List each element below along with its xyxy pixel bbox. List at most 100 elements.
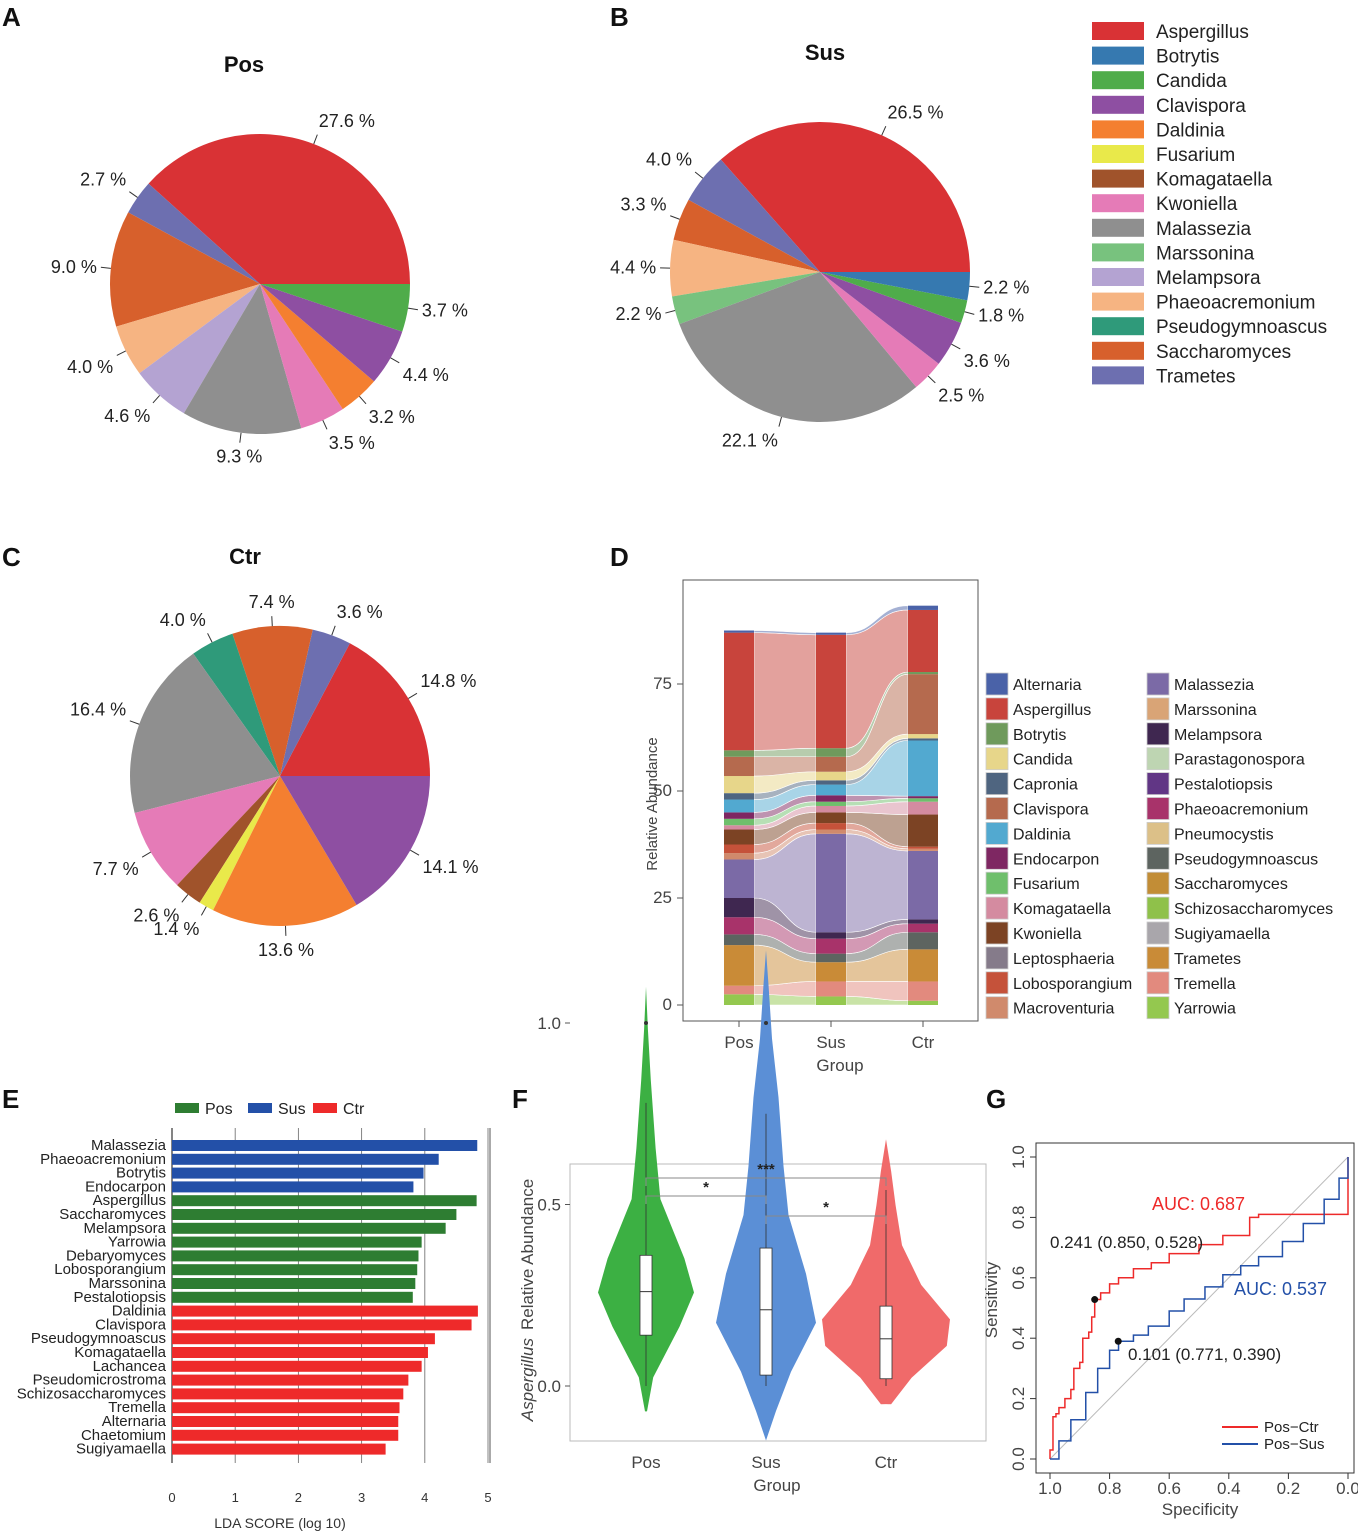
alluvial-stratum-fusarium: [908, 798, 938, 802]
alluvial-legend-swatch-malassezia: [1146, 672, 1170, 696]
pie-leader-line: [129, 191, 138, 198]
alluvial-stratum-kwoniella: [724, 829, 754, 845]
panel-letter-f: F: [512, 1084, 528, 1114]
pie-leader-line: [313, 134, 318, 145]
alluvial-legend-swatch-clavispora: [985, 797, 1009, 820]
pie-slice-trametes: [280, 629, 350, 776]
lefse-bar-label-alternaria: Alternaria: [102, 1413, 167, 1430]
roc-ytick-label: 0.6: [1009, 1266, 1028, 1290]
alluvial-stratum-candida: [816, 771, 846, 781]
pie-leader-line: [271, 616, 273, 627]
roc-xtick-label: 0.0: [1336, 1479, 1358, 1498]
pie-leader-line: [239, 432, 242, 443]
pie-label-saccharomyces: 9.0 %: [51, 257, 97, 277]
lefse-xtick-label: 4: [421, 1490, 428, 1505]
pie-legend-label-trametes: Trametes: [1156, 366, 1236, 387]
alluvial-legend-swatch-phaeoacremonium: [1146, 797, 1170, 820]
pie-legend-label-botrytis: Botrytis: [1156, 47, 1219, 68]
alluvial-stratum-candida: [908, 734, 938, 739]
alluvial-stratum-clavispora: [816, 756, 846, 772]
lefse-bar-endocarpon: [172, 1181, 414, 1193]
alluvial-stratum-aspergillus: [724, 632, 754, 751]
alluvial-stratum-malassezia: [816, 833, 846, 933]
pie-legend-swatch-phaeoacremonium: [1092, 292, 1144, 311]
pie-legend-label-kwoniella: Kwoniella: [1156, 194, 1238, 215]
lefse-bar-pestalotiopsis: [172, 1291, 413, 1303]
violin-ylabel-taxon: Aspergillus: [518, 1338, 537, 1423]
pie-leader-line: [200, 906, 207, 916]
lefse-legend-swatch-ctr: [313, 1103, 337, 1113]
lefse-bar-label-botrytis: Botrytis: [116, 1165, 166, 1182]
alluvial-legend-swatch-schizosaccharomyces: [1146, 896, 1170, 920]
pie-legend-label-melampsora: Melampsora: [1156, 268, 1261, 289]
lefse-bar-chaetomium: [172, 1429, 399, 1441]
alluvial-stratum-phaeoacremonium: [724, 917, 754, 935]
lefse-bar-label-clavispora: Clavispora: [95, 1316, 167, 1333]
alluvial-legend-label-tremella: Tremella: [1174, 976, 1236, 993]
alluvial-stratum-clavispora: [724, 756, 754, 777]
alluvial-stratum-capronia: [908, 738, 938, 741]
alluvial-legend-swatch-kwoniella: [985, 921, 1009, 945]
lefse-bar-label-schizosaccharomyces: Schizosaccharomyces: [17, 1385, 166, 1402]
alluvial-stratum-komagataella: [724, 825, 754, 830]
pie-slice-daldinia: [213, 776, 357, 927]
lefse-bar-label-pestalotiopsis: Pestalotiopsis: [73, 1289, 166, 1306]
pie-slice-pseudogymnoascus: [193, 633, 280, 776]
alluvial-stratum-botrytis: [908, 672, 938, 675]
panel-letter-c: C: [2, 542, 21, 572]
pie-legend-swatch-komagataella: [1092, 169, 1144, 188]
lefse-bar-melampsora: [172, 1222, 446, 1234]
alluvial-legend-label-botrytis: Botrytis: [1013, 727, 1066, 744]
alluvial-legend-label-candida: Candida: [1013, 752, 1073, 769]
alluvial-legend-label-pestalotiopsis: Pestalotiopsis: [1174, 777, 1273, 794]
alluvial-ylabel: Relative Abundance: [644, 737, 661, 870]
alluvial-legend-swatch-daldinia: [985, 822, 1009, 845]
alluvial-legend: Alternaria Aspergillus Botrytis Candida Capr…: [985, 672, 1333, 1020]
alluvial-stratum-lobosporangium: [724, 844, 754, 854]
alluvial-stratum-malassezia: [724, 859, 754, 898]
pie-slice-malassezia: [130, 653, 280, 814]
alluvial-stratum-lobosporangium: [816, 823, 846, 830]
alluvial-stratum-macroventuria: [816, 829, 846, 834]
alluvial-stratum-fusarium: [724, 818, 754, 826]
alluvial-stratum-macroventuria: [724, 853, 754, 860]
alluvial-legend-label-lobosporangium: Lobosporangium: [1013, 976, 1132, 993]
alluvial-legend-label-alternaria: Alternaria: [1013, 677, 1082, 694]
pie-legend-swatch-trametes: [1092, 366, 1144, 385]
pie-legend-swatch-melampsora: [1092, 268, 1144, 286]
pie-leader-line: [116, 350, 126, 356]
alluvial-stratum-endocarpon: [816, 795, 846, 802]
lefse-bar-lachancea: [172, 1360, 422, 1372]
roc-xtick-label: 0.8: [1098, 1479, 1122, 1498]
alluvial-stratum-macroventuria: [908, 848, 938, 851]
alluvial-legend-label-marssonina: Marssonina: [1174, 702, 1257, 719]
violin-significance-label: ***: [757, 1161, 775, 1178]
alluvial-legend-label-parastagonospora: Parastagonospora: [1174, 752, 1305, 769]
alluvial-legend-swatch-pseudogymnoascus: [1146, 846, 1170, 870]
alluvial-legend-label-macroventuria: Macroventuria: [1013, 1001, 1114, 1018]
pie-leader-line: [331, 625, 336, 636]
lefse-bar-label-lachancea: Lachancea: [93, 1358, 167, 1375]
lefse-bar-alternaria: [172, 1416, 399, 1427]
pie-slice-aspergillus: [280, 643, 430, 776]
violin-significance-bracket: [645, 1177, 887, 1186]
roc-threshold-point-pos-sus: [1114, 1337, 1122, 1345]
lefse-bar-debaryomyces: [172, 1250, 419, 1262]
lefse-bar-label-debaryomyces: Debaryomyces: [66, 1247, 166, 1264]
lefse-legend-swatch-sus: [248, 1103, 272, 1113]
alluvial-stratum-lobosporangium: [908, 846, 938, 849]
panel-letter-a: A: [2, 2, 21, 32]
alluvial-stratum-trametes: [816, 962, 846, 982]
alluvial-stratum-phaeoacremonium: [908, 923, 938, 933]
pie-legend-label-phaeoacremonium: Phaeoacremonium: [1156, 293, 1315, 314]
pie-slice-saccharomyces: [232, 626, 313, 776]
alluvial-legend-label-fusarium: Fusarium: [1013, 876, 1080, 893]
pie-slice-saccharomyces: [673, 199, 820, 272]
lefse-bar-pseudogymnoascus: [172, 1333, 435, 1345]
lefse-bar-label-malassezia: Malassezia: [91, 1137, 167, 1154]
roc-legend-label-pos-sus: Pos−Sus: [1264, 1436, 1324, 1453]
pie-legend-swatch-botrytis: [1092, 46, 1144, 65]
pie-label-aspergillus: 27.6 %: [319, 111, 375, 131]
alluvial-stratum-pseudogymnoascus: [724, 934, 754, 946]
